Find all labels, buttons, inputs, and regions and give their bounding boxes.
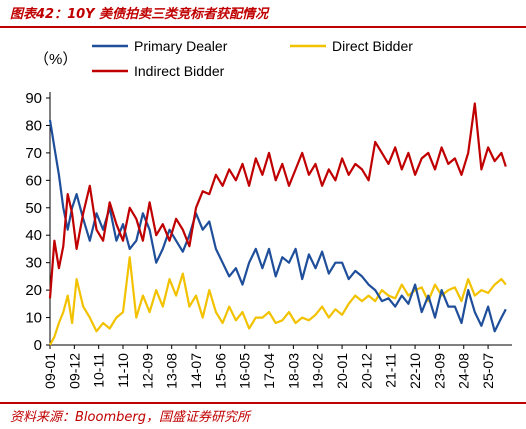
x-tick-label: 23-09 [431,353,447,389]
y-tick-label: 30 [25,255,42,272]
x-tick-label: 13-08 [164,353,180,389]
source-rule [0,402,526,404]
legend-label-direct-bidder: Direct Bidder [332,38,413,54]
x-tick-label: 11-10 [115,353,131,388]
source-note: 资料来源：Bloomberg，国盛证券研究所 [10,410,250,425]
x-tick-label: 22-10 [407,353,423,389]
y-axis-unit-label: （%） [34,51,77,68]
x-tick-label: 14-07 [188,353,204,389]
x-tick-label: 15-06 [212,353,228,389]
x-tick-label: 20-01 [334,353,350,389]
y-tick-label: 90 [25,90,42,107]
x-tick-label: 24-08 [456,353,472,389]
x-tick-label: 10-11 [91,353,107,388]
x-tick-label: 20-12 [358,353,374,389]
x-tick-label: 09-12 [66,353,82,389]
figure-title: 图表42：10Y 美债拍卖三类竞标者获配情况 [10,7,269,22]
line-chart: 0 10 20 30 40 50 60 70 80 90 09-01 09-12 10-11 11-10 1… [25,38,512,389]
x-tick-label: 25-07 [480,353,496,389]
y-tick-label: 10 [25,310,42,327]
y-tick-label: 50 [25,200,42,217]
series-line-primary-dealer [48,119,507,333]
x-tick-label: 17-04 [261,353,277,389]
legend-label-indirect-bidder: Indirect Bidder [134,63,225,79]
y-tick-label: 70 [25,145,42,162]
y-tick-label: 20 [25,282,42,299]
title-rule [0,26,526,28]
series-layer [48,102,507,346]
chart-legend: Primary Dealer Direct Bidder Indirect Bidd… [92,38,413,79]
x-tick-label: 21-11 [383,353,399,388]
y-tick-label: 0 [34,337,42,354]
legend-label-primary-dealer: Primary Dealer [134,38,228,54]
series-line-indirect-bidder [48,102,507,299]
x-tick-label: 12-09 [139,353,155,389]
x-tick-label: 19-02 [310,353,326,389]
x-tick-label: 16-05 [237,353,253,389]
x-tick-label: 09-01 [42,353,58,389]
chart-axes: 0 10 20 30 40 50 60 70 80 90 09-01 09-12 10-11 11-10 1… [25,90,512,389]
y-tick-label: 60 [25,172,42,189]
x-tick-label: 18-03 [285,353,301,389]
y-tick-label: 40 [25,227,42,244]
y-tick-label: 80 [25,117,42,134]
